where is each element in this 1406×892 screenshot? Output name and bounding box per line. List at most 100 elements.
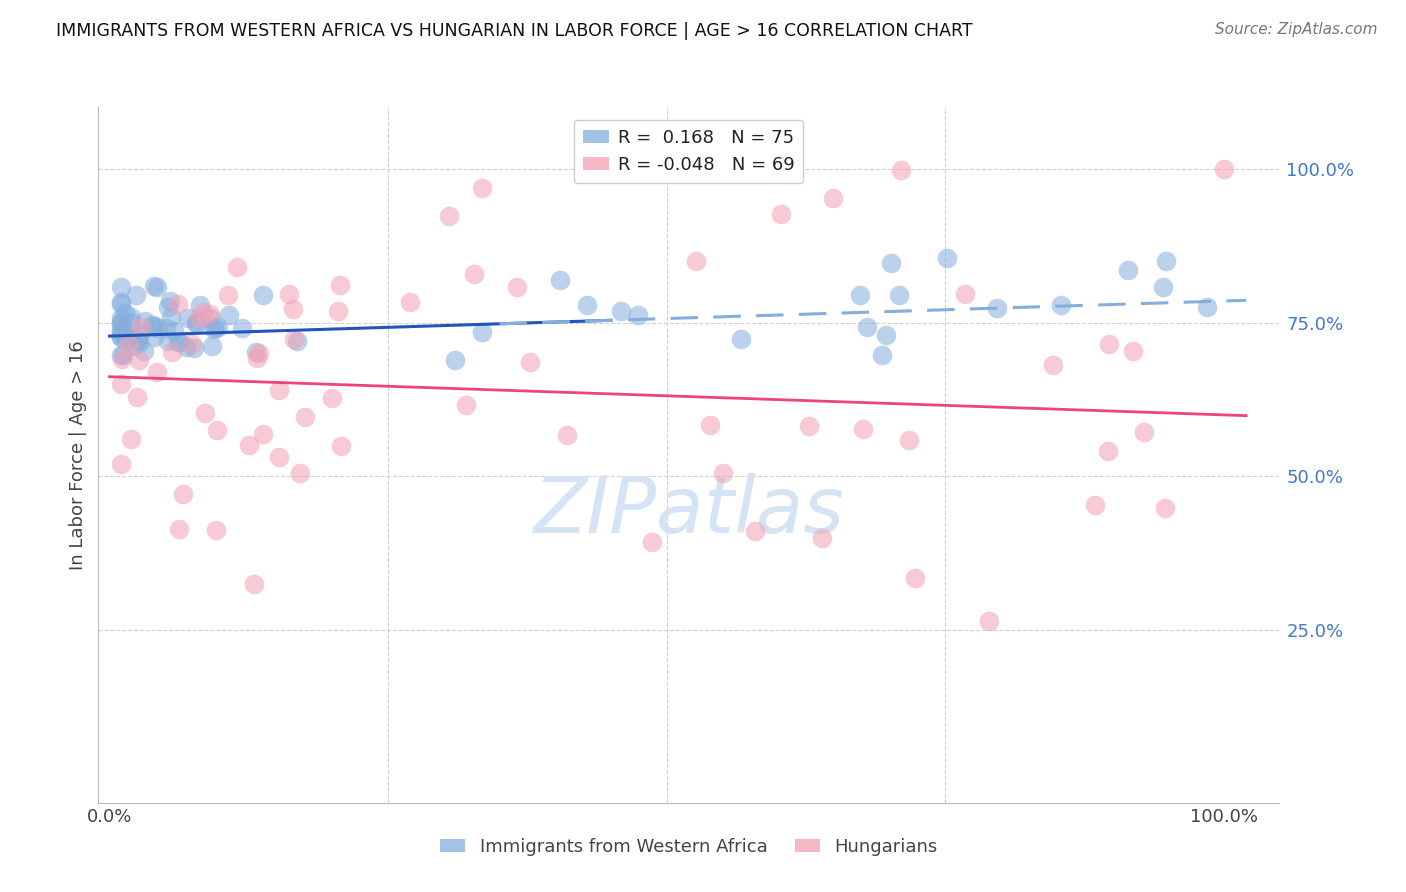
Text: ZIPatlas: ZIPatlas [533, 473, 845, 549]
Point [852, 422, 875, 436]
Point [131, 319, 153, 334]
Point [110, 297, 132, 311]
Point [127, 334, 149, 348]
Point [157, 334, 180, 348]
Point [1154, 253, 1177, 268]
Point [519, 355, 541, 369]
Point [218, 309, 240, 323]
Point [898, 433, 921, 447]
Point [269, 383, 291, 397]
Point [252, 288, 274, 302]
Point [283, 332, 305, 346]
Point [935, 251, 957, 265]
Point [110, 310, 132, 325]
Point [110, 329, 132, 343]
Point [118, 338, 141, 352]
Point [699, 417, 721, 432]
Point [471, 181, 494, 195]
Point [890, 162, 912, 177]
Point [120, 432, 142, 446]
Point [181, 337, 204, 351]
Point [730, 332, 752, 346]
Point [576, 298, 599, 312]
Point [977, 614, 1000, 628]
Point [176, 340, 198, 354]
Point [202, 322, 225, 336]
Point [155, 321, 177, 335]
Point [252, 427, 274, 442]
Point [128, 353, 150, 368]
Point [269, 450, 291, 464]
Point [454, 399, 477, 413]
Point [167, 334, 190, 349]
Point [398, 294, 420, 309]
Point [797, 419, 820, 434]
Point [120, 315, 142, 329]
Point [875, 328, 897, 343]
Point [186, 317, 208, 331]
Point [744, 524, 766, 539]
Point [120, 332, 142, 346]
Point [1212, 161, 1234, 176]
Point [110, 330, 132, 344]
Point [193, 406, 215, 420]
Point [110, 457, 132, 471]
Point [184, 316, 207, 330]
Point [110, 376, 132, 391]
Point [904, 571, 927, 585]
Point [769, 206, 792, 220]
Point [205, 523, 228, 537]
Point [231, 321, 253, 335]
Point [823, 191, 845, 205]
Point [110, 280, 132, 294]
Point [1042, 358, 1064, 372]
Point [110, 294, 132, 309]
Point [217, 288, 239, 302]
Point [146, 320, 169, 334]
Point [1084, 498, 1107, 512]
Point [142, 330, 165, 344]
Y-axis label: In Labor Force | Age > 16: In Labor Force | Age > 16 [69, 340, 87, 570]
Point [329, 277, 352, 292]
Point [1122, 343, 1144, 358]
Point [555, 428, 578, 442]
Point [134, 343, 156, 358]
Point [110, 323, 132, 337]
Point [114, 306, 136, 320]
Point [1132, 425, 1154, 439]
Text: Source: ZipAtlas.com: Source: ZipAtlas.com [1215, 22, 1378, 37]
Point [1097, 443, 1119, 458]
Point [198, 307, 221, 321]
Point [172, 487, 194, 501]
Point [122, 339, 145, 353]
Point [122, 329, 145, 343]
Point [609, 304, 631, 318]
Point [112, 327, 135, 342]
Point [142, 279, 165, 293]
Point [225, 260, 247, 275]
Point [849, 287, 872, 301]
Point [506, 280, 529, 294]
Point [247, 346, 270, 360]
Point [548, 273, 571, 287]
Point [287, 334, 309, 348]
Point [183, 341, 205, 355]
Point [1116, 263, 1139, 277]
Point [444, 353, 467, 368]
Point [880, 256, 903, 270]
Point [163, 324, 186, 338]
Point [191, 304, 214, 318]
Point [141, 318, 163, 333]
Point [986, 301, 1008, 315]
Point [177, 311, 200, 326]
Point [288, 466, 311, 480]
Point [627, 308, 650, 322]
Point [953, 287, 976, 301]
Point [246, 351, 269, 365]
Point [160, 345, 183, 359]
Point [278, 287, 301, 301]
Point [1154, 500, 1177, 515]
Point [146, 280, 169, 294]
Point [159, 293, 181, 308]
Point [294, 410, 316, 425]
